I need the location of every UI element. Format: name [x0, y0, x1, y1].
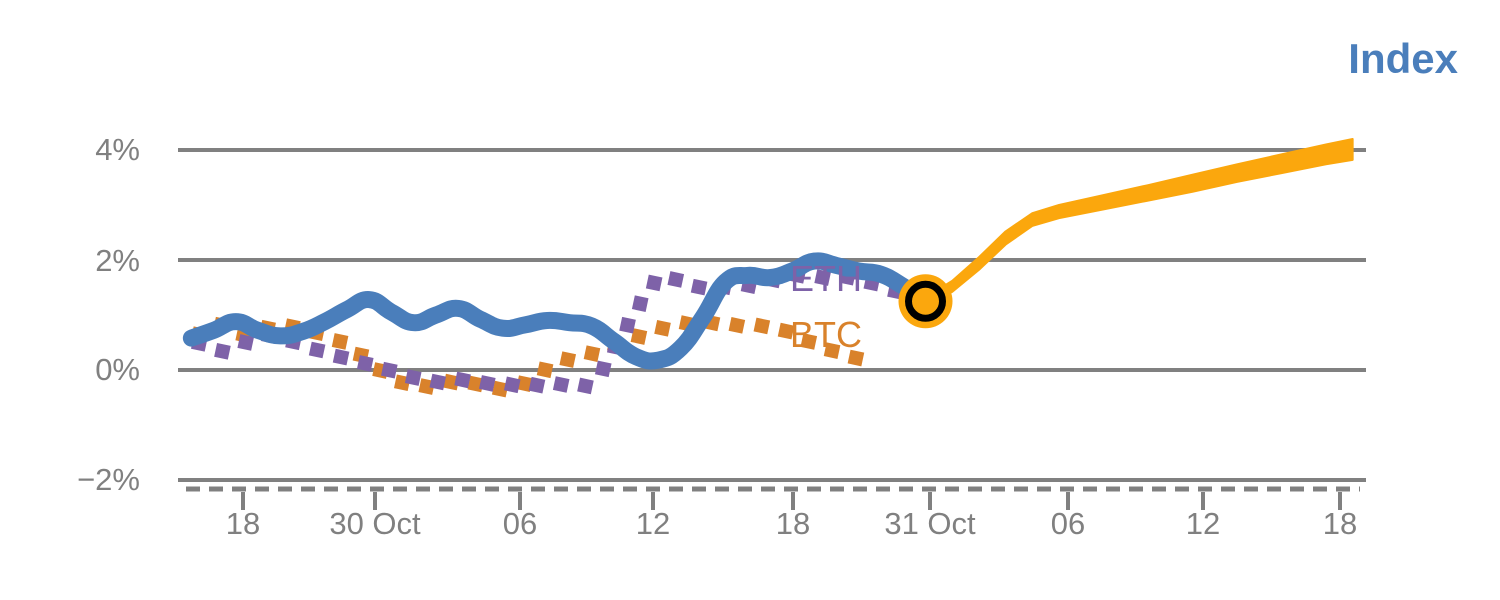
- datapoint-eth: [332, 348, 350, 366]
- x-axis-ticks: [241, 492, 1342, 510]
- x-tick-label-8: 18: [1322, 506, 1358, 541]
- datapoint-btc: [800, 333, 818, 350]
- datapoint-btc: [583, 345, 601, 362]
- datapoint-eth: [356, 355, 374, 372]
- datapoint-eth: [503, 376, 521, 394]
- datapoint-btc: [443, 373, 460, 391]
- datapoint-btc: [331, 333, 349, 350]
- forecast-band: [924, 138, 1354, 307]
- page-title: Index: [1348, 35, 1458, 82]
- datapoint-eth: [429, 373, 447, 391]
- series-label-eth: ETH: [790, 258, 862, 299]
- datapoint-eth: [577, 377, 594, 395]
- series-label-btc: BTC: [790, 314, 862, 355]
- datapoint-btc: [777, 322, 795, 340]
- datapoint-eth: [404, 369, 422, 386]
- x-tick-label-7: 12: [1185, 506, 1221, 541]
- datapoint-btc: [847, 349, 865, 367]
- datapoint-btc: [753, 317, 771, 335]
- y-tick-label-2: 2%: [95, 243, 140, 278]
- datapoint-eth: [308, 341, 326, 359]
- x-tick-label-6: 06: [1050, 506, 1086, 541]
- series-index-line: [182, 252, 935, 370]
- datapoint-eth: [552, 376, 570, 393]
- datapoint-btc: [654, 320, 671, 337]
- y-tick-label-0: 0%: [95, 352, 140, 387]
- datapoint-eth: [479, 375, 496, 392]
- datapoint-eth: [631, 295, 649, 312]
- datapoint-eth: [594, 360, 612, 378]
- datapoint-eth: [214, 342, 231, 360]
- forecast-band-area: [924, 138, 1354, 307]
- datapoint-eth: [237, 334, 255, 351]
- datapoint-eth: [381, 361, 398, 379]
- datapoint-eth: [814, 269, 831, 286]
- gridlines: [178, 148, 1366, 492]
- datapoint-btc: [823, 342, 841, 359]
- x-tick-label-0: 18: [225, 506, 261, 541]
- index-line-path: [182, 252, 935, 370]
- datapoint-eth: [645, 274, 663, 292]
- y-tick-label-4: 4%: [95, 132, 140, 167]
- current-value-marker[interactable]: [898, 274, 953, 329]
- datapoint-btc: [491, 380, 509, 398]
- datapoint-btc: [630, 328, 648, 345]
- datapoint-eth: [454, 371, 471, 389]
- marker-ring[interactable]: [905, 280, 947, 322]
- datapoint-eth: [619, 316, 636, 334]
- datapoint-btc: [536, 361, 554, 379]
- y-tick-label-neg2: −2%: [77, 462, 140, 497]
- datapoint-eth: [667, 271, 685, 288]
- datapoint-eth: [528, 376, 546, 394]
- datapoint-btc: [728, 317, 746, 334]
- x-tick-label-2: 06: [502, 506, 538, 541]
- x-tick-label-5: 31 Oct: [884, 506, 976, 541]
- x-tick-label-4: 18: [775, 506, 811, 541]
- x-tick-label-3: 12: [635, 506, 671, 541]
- datapoint-eth: [690, 278, 708, 296]
- datapoint-btc: [559, 351, 577, 368]
- x-tick-label-1: 30 Oct: [329, 506, 421, 541]
